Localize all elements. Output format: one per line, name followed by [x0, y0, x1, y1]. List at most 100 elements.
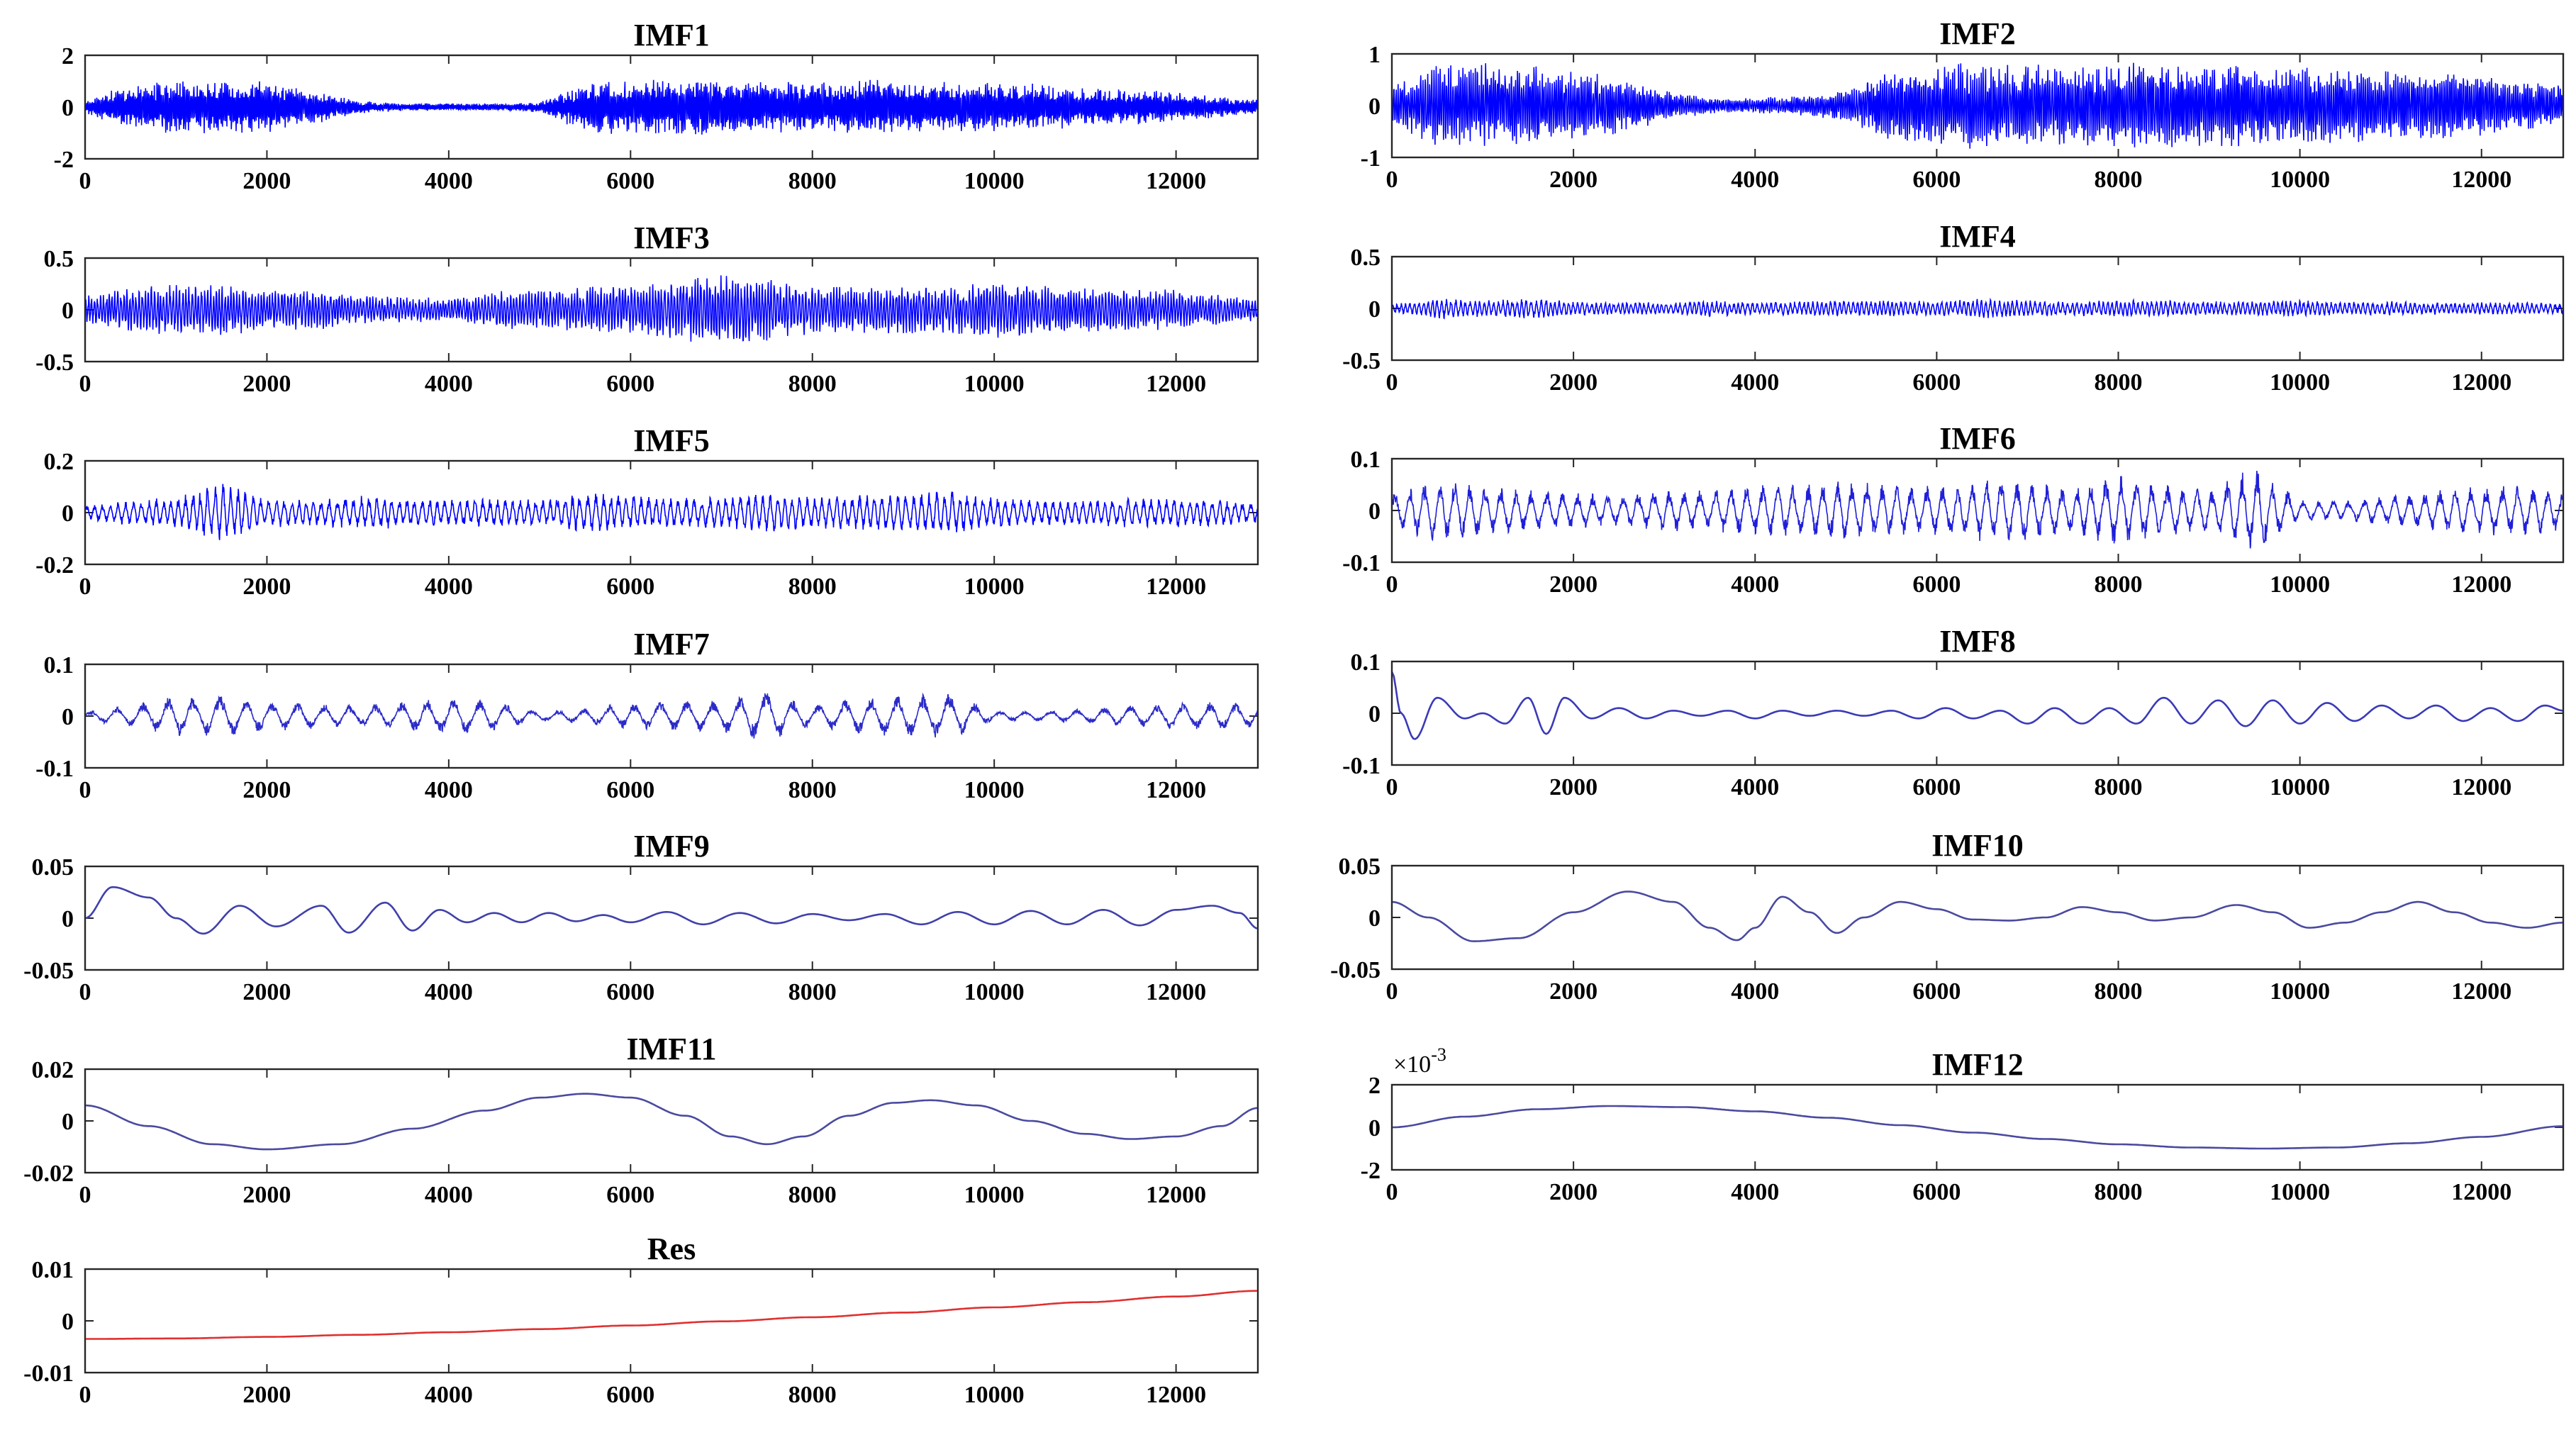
plot-area — [84, 865, 1259, 971]
series-line-imf12 — [1393, 1105, 2563, 1150]
y-tick-label: 0.05 — [32, 854, 74, 881]
panel-title: IMF5 — [633, 423, 710, 458]
series-line-imf4 — [1393, 297, 2563, 320]
x-tick-label: 0 — [1386, 978, 1398, 1005]
x-tick-label: 2000 — [1549, 369, 1598, 396]
x-tick-label: 2000 — [242, 574, 291, 600]
x-tick-label: 4000 — [425, 1182, 473, 1208]
y-tick-label: 0.5 — [1351, 245, 1381, 271]
x-tick-label: 12000 — [2451, 774, 2511, 800]
x-tick-label: 8000 — [788, 168, 837, 194]
x-tick-label: 6000 — [606, 168, 654, 194]
x-tick-label: 6000 — [606, 1382, 654, 1408]
x-tick-label: 8000 — [788, 777, 837, 803]
series-line-imf3 — [86, 275, 1257, 342]
panel-title: IMF8 — [1939, 624, 2016, 659]
x-tick-label: 10000 — [964, 979, 1025, 1005]
x-tick-label: 4000 — [425, 777, 473, 803]
x-tick-label: 10000 — [964, 371, 1025, 397]
x-tick-label: 10000 — [2270, 978, 2330, 1005]
x-tick-label: 12000 — [2451, 167, 2511, 193]
x-tick-label: 8000 — [2094, 978, 2142, 1005]
x-tick-label: 10000 — [2270, 1179, 2330, 1205]
panel-title: IMF1 — [633, 18, 710, 52]
x-tick-label: 6000 — [1912, 774, 1961, 800]
x-tick-label: 4000 — [1731, 167, 1779, 193]
x-tick-label: 10000 — [2270, 774, 2330, 800]
x-tick-label: 2000 — [242, 371, 291, 397]
x-tick-label: 0 — [1386, 774, 1398, 800]
y-tick-label: -0.05 — [1330, 957, 1381, 983]
x-tick-label: 0 — [79, 777, 91, 803]
panel-title: IMF4 — [1939, 219, 2016, 254]
y-tick-label: 0 — [62, 1109, 74, 1135]
x-tick-label: 8000 — [788, 1182, 837, 1208]
x-tick-label: 12000 — [1146, 1382, 1206, 1408]
panel-title: IMF2 — [1939, 16, 2016, 51]
series-line-imf6 — [1393, 470, 2563, 549]
y-tick-label: 2 — [62, 43, 74, 69]
x-tick-label: 2000 — [242, 979, 291, 1005]
y-tick-label: 0 — [1368, 905, 1381, 932]
x-tick-label: 4000 — [1731, 369, 1779, 396]
plot-area — [84, 459, 1259, 566]
x-tick-label: 0 — [79, 979, 91, 1005]
plot-area — [84, 1268, 1259, 1374]
y-exponent-label: ×10-3 — [1393, 1044, 1446, 1078]
y-tick-label: 0 — [62, 1309, 74, 1335]
x-tick-label: 6000 — [606, 1182, 654, 1208]
x-tick-label: 0 — [79, 371, 91, 397]
y-tick-label: 0.01 — [32, 1257, 74, 1283]
y-tick-label: 0 — [1368, 498, 1381, 525]
x-tick-label: 0 — [1386, 571, 1398, 598]
x-tick-label: 6000 — [1912, 167, 1961, 193]
y-tick-label: 0.05 — [1339, 854, 1381, 880]
plot-area — [1390, 660, 2565, 766]
panel-title: IMF6 — [1939, 421, 2016, 456]
x-tick-label: 4000 — [425, 1382, 473, 1408]
y-tick-label: -0.02 — [23, 1161, 74, 1187]
y-tick-label: 0.5 — [44, 246, 74, 272]
x-tick-label: 8000 — [788, 574, 837, 600]
x-tick-label: 10000 — [2270, 369, 2330, 396]
x-tick-label: 2000 — [1549, 774, 1598, 800]
y-tick-label: 0.2 — [44, 449, 74, 475]
plot-area — [1390, 1083, 2565, 1171]
panel-title: IMF10 — [1931, 828, 2024, 863]
x-tick-label: 8000 — [2094, 167, 2142, 193]
x-tick-label: 12000 — [1146, 1182, 1206, 1208]
panel-title: Res — [647, 1232, 696, 1266]
y-tick-label: 0 — [62, 704, 74, 730]
y-tick-label: 0 — [62, 501, 74, 527]
y-tick-label: 0 — [62, 95, 74, 121]
panel-imf1: IMF10 2000 4000 6000 8000 10000 12000-202 — [54, 18, 1259, 194]
panel-title: IMF3 — [633, 220, 710, 255]
y-tick-label: 0 — [62, 298, 74, 324]
y-tick-label: 0 — [1368, 1115, 1381, 1141]
x-tick-label: 12000 — [2451, 978, 2511, 1005]
x-tick-label: 2000 — [1549, 167, 1598, 193]
x-tick-label: 10000 — [2270, 167, 2330, 193]
x-tick-label: 2000 — [1549, 1179, 1598, 1205]
x-tick-label: 4000 — [1731, 1179, 1779, 1205]
x-tick-label: 10000 — [964, 574, 1025, 600]
x-tick-label: 0 — [1386, 167, 1398, 193]
y-tick-label: -0.5 — [1342, 348, 1381, 374]
x-tick-label: 0 — [79, 574, 91, 600]
y-tick-label: 0 — [1368, 94, 1381, 120]
panel-title: IMF11 — [626, 1032, 716, 1066]
series-line-imf1 — [86, 79, 1257, 135]
x-tick-label: 4000 — [1731, 774, 1779, 800]
y-tick-label: 0.1 — [1351, 447, 1381, 473]
x-tick-label: 12000 — [2451, 1179, 2511, 1205]
x-tick-label: 8000 — [2094, 571, 2142, 598]
